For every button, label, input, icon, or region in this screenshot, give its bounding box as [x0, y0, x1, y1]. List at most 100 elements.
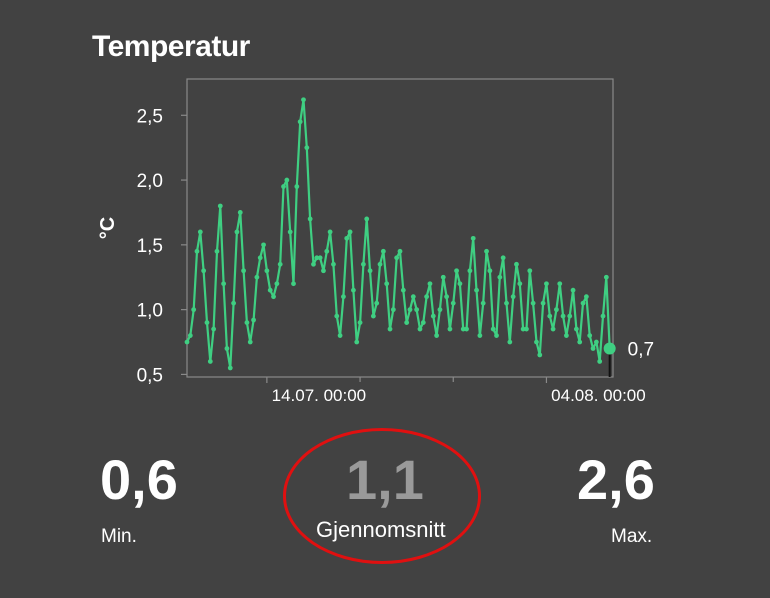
- data-point: [217, 203, 223, 209]
- data-point: [577, 339, 583, 345]
- data-point: [257, 255, 263, 261]
- data-point: [294, 184, 300, 189]
- data-point: [404, 320, 410, 325]
- data-point: [214, 248, 220, 254]
- data-point: [497, 274, 503, 280]
- data-point: [277, 261, 283, 267]
- data-point: [274, 281, 280, 287]
- data-point: [414, 307, 420, 313]
- plot-frame: [186, 78, 614, 378]
- data-point: [334, 313, 340, 319]
- data-point: [327, 229, 333, 235]
- data-point: [197, 229, 203, 235]
- data-point: [457, 281, 463, 287]
- data-point: [380, 248, 386, 254]
- data-point: [357, 320, 363, 325]
- y-tick-label: 2,0: [137, 171, 163, 192]
- data-point: [307, 216, 313, 222]
- data-point: [570, 287, 576, 293]
- data-point: [271, 294, 276, 300]
- data-point: [384, 281, 390, 287]
- data-point: [454, 268, 459, 274]
- data-point: [387, 326, 393, 332]
- data-point: [564, 333, 569, 338]
- data-point: [244, 320, 250, 325]
- temperature-chart: °C 0,5 1,0 1,5 2,0 2,5 14.07. 00:00 04.08. 00:…: [97, 78, 654, 405]
- data-point: [540, 300, 546, 306]
- data-point: [573, 326, 579, 332]
- data-point: [593, 339, 599, 345]
- data-point: [364, 216, 370, 222]
- data-point: [557, 281, 563, 287]
- data-point: [267, 287, 273, 293]
- data-point: [544, 281, 549, 287]
- data-point: [314, 255, 320, 261]
- data-point: [251, 317, 256, 323]
- data-point: [241, 268, 246, 274]
- data-point: [590, 346, 596, 351]
- data-point: [550, 326, 556, 332]
- current-value-label: 0,7: [628, 339, 654, 360]
- data-point: [597, 359, 603, 364]
- data-point: [341, 294, 346, 300]
- data-point: [587, 333, 593, 338]
- y-tick-label: 2,5: [137, 106, 163, 127]
- data-point: [420, 320, 426, 325]
- data-point: [204, 320, 210, 325]
- data-point: [434, 333, 440, 338]
- data-point: [281, 184, 286, 189]
- data-point: [510, 294, 516, 300]
- data-point: [187, 333, 193, 338]
- data-point: [464, 326, 469, 332]
- chart-markers: 0,7: [603, 339, 654, 377]
- data-point: [487, 268, 493, 274]
- data-point: [297, 119, 303, 125]
- data-point: [324, 248, 330, 254]
- data-point: [194, 248, 200, 254]
- data-point: [370, 313, 376, 319]
- data-point: [484, 248, 489, 254]
- data-point: [360, 261, 366, 267]
- data-point: [424, 294, 430, 300]
- data-point: [603, 274, 609, 280]
- chart-axes: °C: [97, 78, 614, 378]
- data-point: [227, 365, 233, 371]
- data-point: [567, 313, 573, 319]
- data-point: [201, 268, 207, 274]
- max-value: 2,6: [577, 448, 655, 511]
- y-tick-label: 1,0: [137, 301, 163, 322]
- data-point: [447, 326, 453, 332]
- data-point: [301, 97, 306, 103]
- data-point: [530, 300, 536, 306]
- data-point: [504, 300, 509, 306]
- data-point: [460, 326, 466, 332]
- temperature-line: [186, 98, 611, 369]
- average-highlight-ring: [283, 428, 481, 564]
- data-point: [224, 346, 230, 351]
- data-point: [191, 307, 197, 313]
- page-title: Temperatur: [92, 30, 250, 63]
- data-point: [264, 268, 270, 274]
- data-point: [580, 300, 586, 306]
- x-tick-label: 04.08. 00:00: [551, 386, 646, 405]
- data-point: [367, 268, 373, 274]
- y-tick-label: 1,5: [137, 236, 163, 257]
- data-point: [221, 281, 227, 287]
- data-point: [337, 333, 343, 338]
- data-point: [467, 268, 473, 274]
- data-point: [437, 307, 443, 313]
- data-point: [440, 274, 446, 280]
- data-point: [407, 307, 413, 313]
- data-point: [470, 235, 476, 241]
- data-point: [317, 255, 323, 261]
- data-point: [490, 326, 496, 332]
- data-point: [517, 281, 523, 287]
- max-label: Max.: [611, 526, 653, 547]
- data-point: [400, 287, 406, 293]
- data-point: [184, 339, 190, 345]
- data-point: [480, 300, 486, 306]
- data-point: [477, 333, 483, 338]
- data-point: [234, 229, 240, 235]
- data-point: [444, 294, 449, 300]
- data-point: [600, 313, 606, 319]
